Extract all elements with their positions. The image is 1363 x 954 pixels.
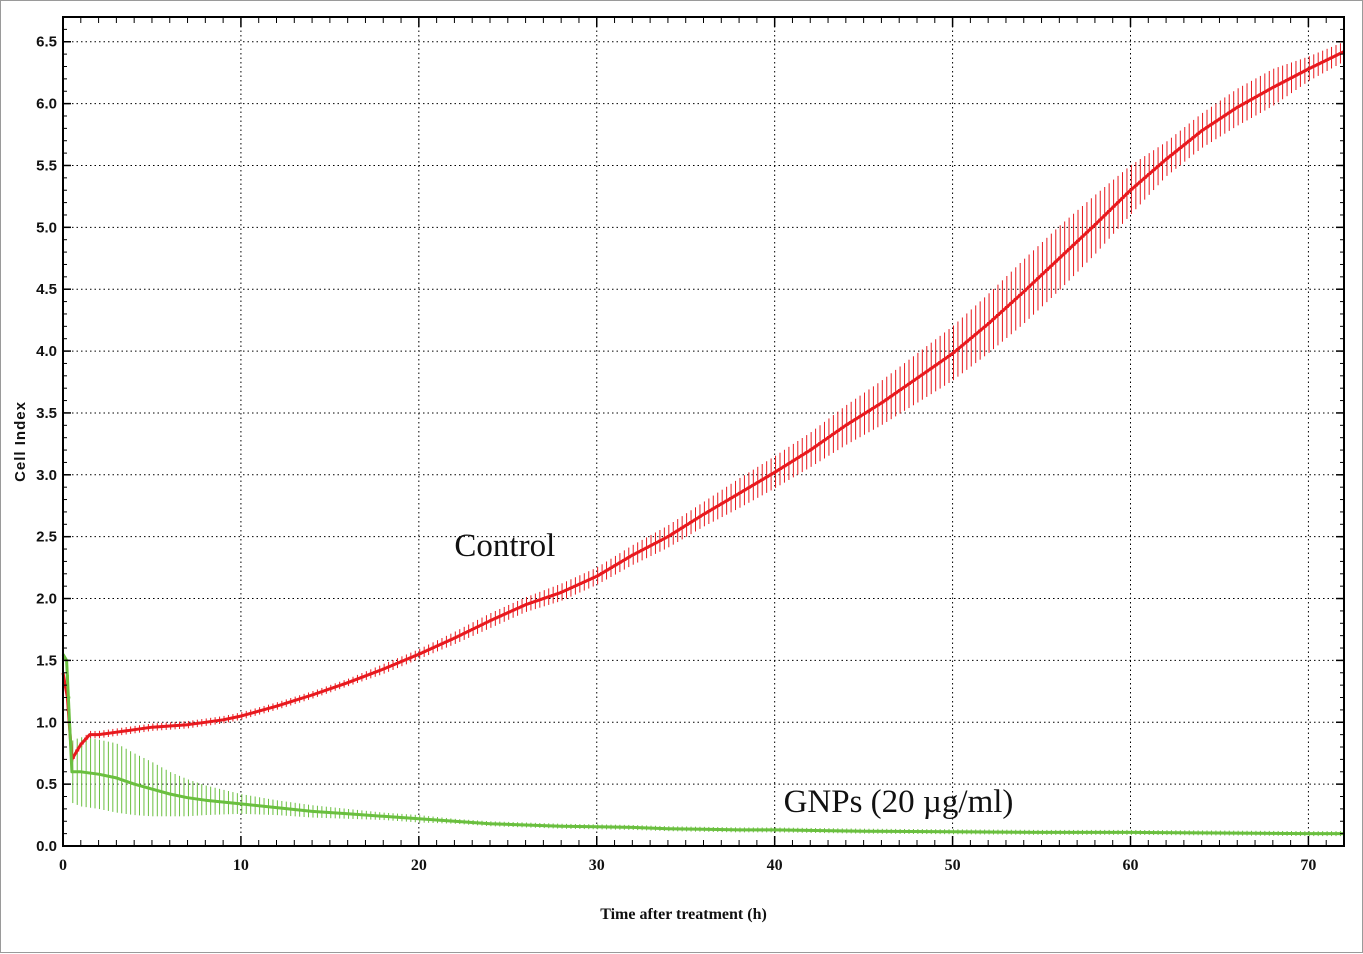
y-tick-label: 0.5 bbox=[36, 776, 57, 793]
grid-lines bbox=[63, 17, 1344, 846]
y-tick-label: 6.5 bbox=[36, 34, 57, 51]
series-line-gnps bbox=[61, 653, 1344, 836]
y-tick-label: 3.5 bbox=[36, 405, 57, 422]
x-tick-label: 30 bbox=[589, 857, 605, 874]
y-tick-label: 2.5 bbox=[36, 529, 57, 546]
y-tick-label: 0.0 bbox=[36, 838, 57, 855]
annotation-gnps: GNPs (20 µg/ml) bbox=[784, 784, 1014, 820]
y-tick-label: 5.5 bbox=[36, 157, 57, 174]
x-tick-label: 60 bbox=[1123, 857, 1139, 874]
x-tick-label: 50 bbox=[945, 857, 961, 874]
x-tick-label: 40 bbox=[767, 857, 783, 874]
x-tick-label: 70 bbox=[1300, 857, 1316, 874]
x-axis-label: Time after treatment (h) bbox=[600, 906, 767, 923]
y-axis-label: Cell Index bbox=[12, 401, 29, 482]
y-tick-label: 1.5 bbox=[36, 652, 57, 669]
y-tick-label: 1.0 bbox=[36, 714, 57, 731]
x-tick-label: 10 bbox=[233, 857, 249, 874]
tick-labels: 0.0 0.5 1.0 1.5 2.0 2.5 3.0 3.5 4.0 4.5 5.0 5.5 6.0 6… bbox=[36, 34, 1316, 874]
annotation-control: Control bbox=[454, 528, 555, 564]
series-line-control bbox=[61, 50, 1345, 761]
y-tick-label: 4.0 bbox=[36, 343, 57, 360]
x-tick-label: 0 bbox=[59, 857, 67, 874]
x-tick-label: 20 bbox=[411, 857, 427, 874]
plot-border bbox=[62, 16, 1345, 847]
y-tick-label: 4.5 bbox=[36, 281, 57, 298]
gnps-error-bars bbox=[66, 674, 1343, 837]
control-error-bars bbox=[66, 43, 1343, 762]
y-tick-label: 3.0 bbox=[36, 467, 57, 484]
y-tick-label: 5.0 bbox=[36, 219, 57, 236]
axis-ticks bbox=[62, 16, 1344, 847]
y-tick-label: 6.0 bbox=[36, 96, 57, 113]
y-tick-label: 2.0 bbox=[36, 591, 57, 608]
series-lines bbox=[61, 50, 1345, 836]
